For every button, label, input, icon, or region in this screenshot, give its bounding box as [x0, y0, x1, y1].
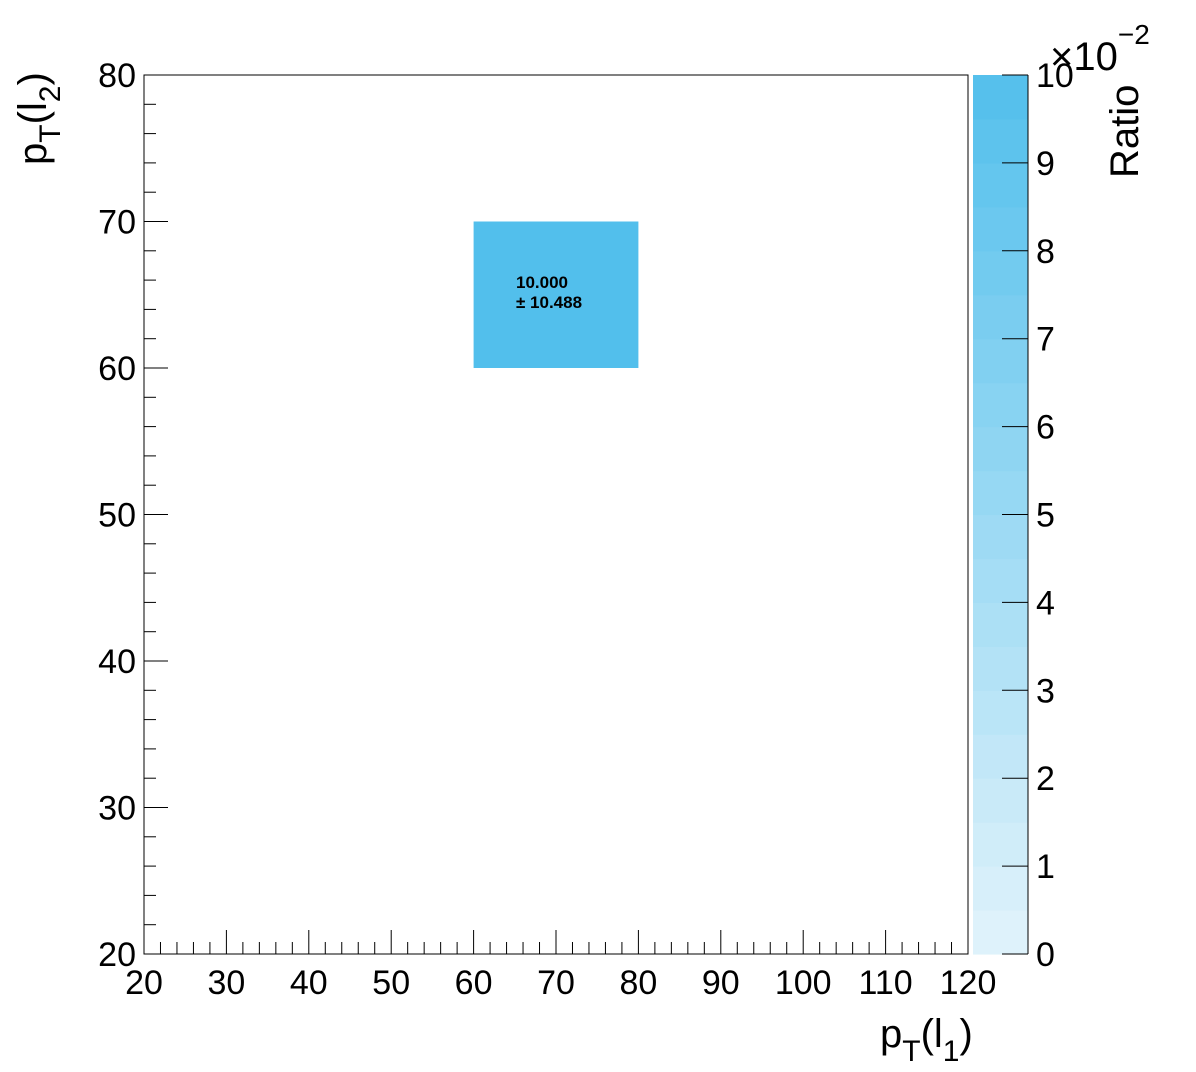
x-tick-label: 110 [858, 964, 912, 1002]
z-tick-label: 8 [1036, 233, 1055, 271]
palette-step [973, 206, 1028, 252]
palette-step [973, 426, 1028, 472]
x-tick-label: 20 [125, 964, 163, 1002]
palette-step [973, 470, 1028, 516]
palette-step [973, 778, 1028, 823]
y-tick-label: 30 [98, 790, 136, 828]
z-tick-label: 3 [1036, 672, 1055, 710]
x-tick-label: 90 [702, 964, 740, 1002]
y-tick-label: 60 [98, 350, 136, 388]
z-tick-label: 6 [1036, 409, 1055, 447]
x-tick-label: 70 [537, 964, 575, 1002]
z-tick-label: 7 [1036, 321, 1055, 359]
cell-value-label: 10.000 [516, 273, 568, 292]
palette-step [973, 338, 1028, 384]
x-tick-label: 80 [619, 964, 657, 1002]
palette-step [973, 734, 1028, 779]
y-tick-label: 40 [98, 643, 136, 681]
z-tick-label: 5 [1036, 497, 1055, 535]
z-axis-title: Ratio [1103, 85, 1147, 178]
z-axis-ticks: 0 1 2 3 4 5 6 7 8 9 10 [1002, 57, 1074, 974]
palette-step [973, 822, 1028, 867]
z-multiplier: ×10−2 [1050, 19, 1150, 79]
cell-error-label: ± 10.488 [516, 293, 582, 312]
z-tick-label: 1 [1036, 848, 1055, 886]
palette-step [973, 558, 1028, 603]
x-tick-label: 30 [207, 964, 245, 1002]
palette-step [973, 602, 1028, 647]
heatmap-cell [473, 221, 639, 368]
palette-step [973, 514, 1028, 560]
y-tick-label: 50 [98, 497, 136, 535]
z-tick-label: 9 [1036, 145, 1055, 183]
palette-step [973, 690, 1028, 735]
z-tick-label: 4 [1036, 584, 1055, 622]
x-tick-label: 40 [290, 964, 328, 1002]
x-tick-label: 50 [372, 964, 410, 1002]
x-axis-ticks: 20 30 40 50 60 70 80 90 100 110 120 [125, 930, 996, 1002]
palette-step [973, 910, 1028, 955]
x-tick-label: 60 [455, 964, 493, 1002]
z-tick-label: 0 [1036, 936, 1055, 974]
palette-step [973, 162, 1028, 208]
y-tick-label: 20 [98, 936, 136, 974]
palette-step [973, 382, 1028, 428]
y-tick-label: 80 [98, 57, 136, 95]
x-tick-label: 100 [775, 964, 832, 1002]
palette-step [973, 75, 1028, 120]
x-axis-title: pT(l1) [880, 1012, 973, 1068]
heatmap-cells: 10.000± 10.488 [473, 221, 639, 368]
y-axis-ticks: 20 30 40 50 60 70 80 [98, 57, 168, 974]
y-axis-title: pT(l2) [11, 72, 67, 165]
y-tick-label: 70 [98, 204, 136, 242]
color-palette-bar [973, 75, 1028, 955]
plot-frame [143, 74, 969, 955]
x-tick-label: 120 [940, 964, 997, 1002]
palette-step [973, 118, 1028, 164]
palette-step [973, 646, 1028, 691]
palette-step [973, 250, 1028, 296]
z-tick-label: 2 [1036, 760, 1055, 798]
palette-step [973, 294, 1028, 340]
z-tick-label: 10 [1036, 57, 1074, 95]
palette-step [973, 866, 1028, 911]
